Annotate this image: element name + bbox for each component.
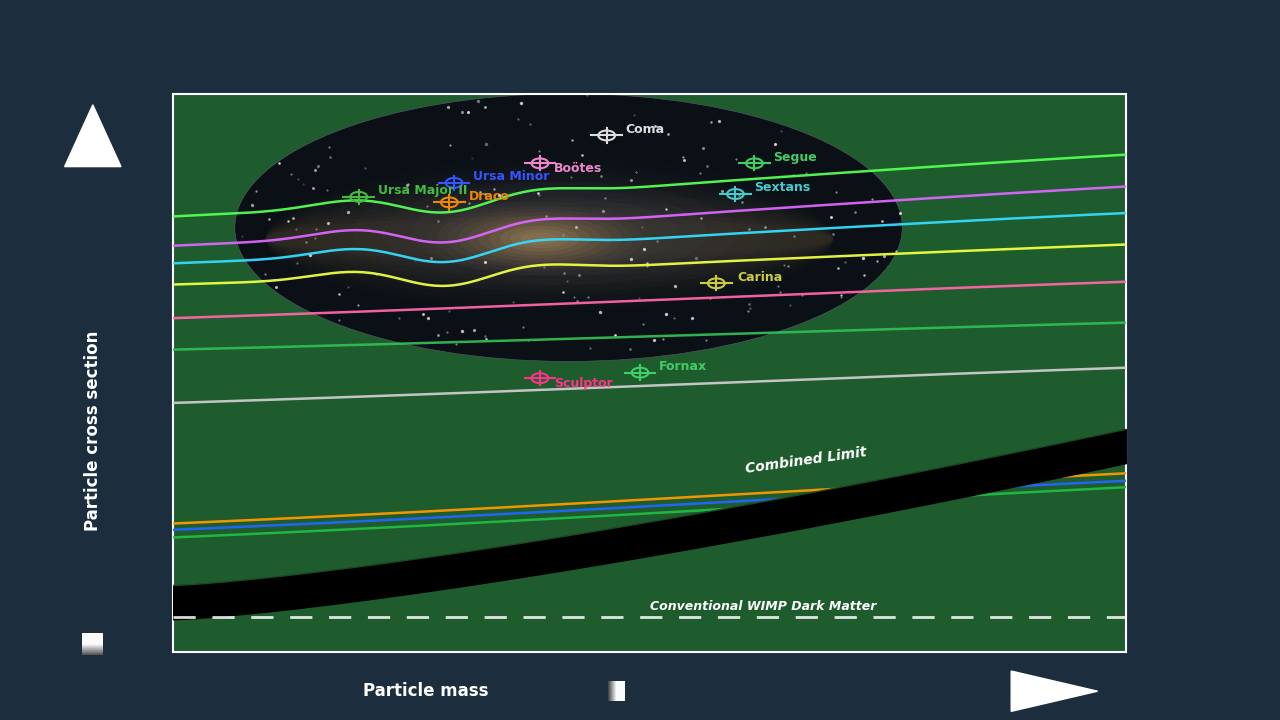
Ellipse shape bbox=[521, 233, 559, 245]
Text: Draco: Draco bbox=[468, 189, 509, 202]
Ellipse shape bbox=[511, 229, 570, 248]
Ellipse shape bbox=[479, 219, 602, 258]
Ellipse shape bbox=[266, 202, 833, 276]
Text: Sextans: Sextans bbox=[754, 181, 810, 194]
Ellipse shape bbox=[489, 222, 590, 255]
Text: Particle mass: Particle mass bbox=[362, 683, 489, 700]
Text: Fornax: Fornax bbox=[659, 360, 708, 373]
Text: Carina: Carina bbox=[737, 271, 782, 284]
Polygon shape bbox=[1011, 671, 1098, 711]
Text: Boötes: Boötes bbox=[554, 162, 603, 175]
Ellipse shape bbox=[266, 217, 833, 261]
Ellipse shape bbox=[458, 212, 622, 265]
Ellipse shape bbox=[500, 226, 580, 251]
Polygon shape bbox=[64, 105, 122, 166]
Text: Conventional WIMP Dark Matter: Conventional WIMP Dark Matter bbox=[650, 600, 876, 613]
Text: Ursa Minor: Ursa Minor bbox=[474, 170, 549, 183]
Text: Segue: Segue bbox=[773, 150, 818, 163]
Ellipse shape bbox=[266, 207, 833, 271]
Text: Coma: Coma bbox=[626, 122, 664, 135]
Ellipse shape bbox=[468, 216, 612, 261]
Text: Sculptor: Sculptor bbox=[554, 377, 613, 390]
Text: Particle cross section: Particle cross section bbox=[83, 330, 102, 531]
Ellipse shape bbox=[266, 222, 833, 256]
Ellipse shape bbox=[266, 212, 833, 266]
Ellipse shape bbox=[234, 94, 902, 361]
Text: Combined Limit: Combined Limit bbox=[745, 445, 868, 476]
Text: Ursa Major II: Ursa Major II bbox=[378, 184, 467, 197]
